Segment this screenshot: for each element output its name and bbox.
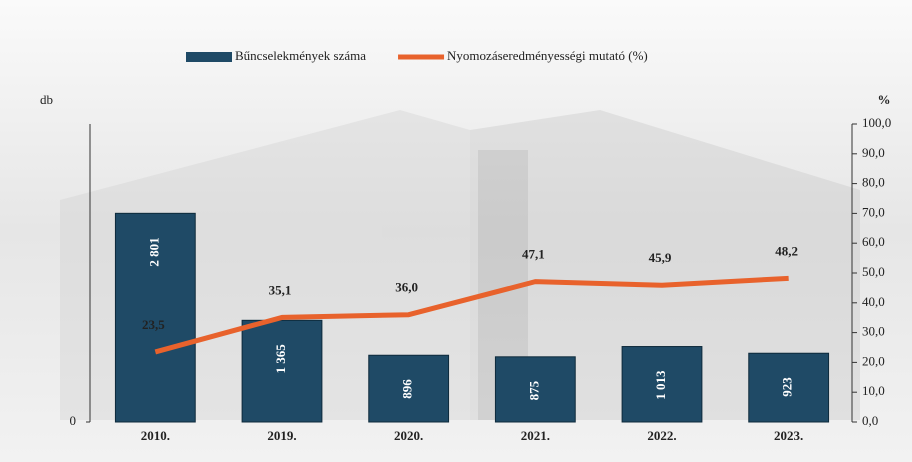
bar [241, 319, 323, 423]
line-value-label: 47,1 [522, 247, 545, 262]
bar-value-label: 923 [780, 377, 795, 397]
y2-tick-label: 0,0 [862, 413, 878, 428]
y2-tick-label: 50,0 [862, 264, 885, 279]
bar-value-label: 875 [526, 380, 541, 400]
y2-tick-label: 80,0 [862, 175, 885, 190]
line-value-label: 35,1 [269, 282, 292, 297]
x-tick-label: 2019. [267, 428, 296, 443]
bar-value-label: 1 365 [273, 344, 288, 374]
x-tick-label: 2020. [394, 428, 423, 443]
legend-label: Bűncselekmények száma [235, 48, 366, 63]
x-tick-label: 2021. [521, 428, 550, 443]
legend-label: Nyomozáseredményességi mutató (%) [447, 48, 648, 63]
line [154, 275, 789, 355]
bar [494, 356, 576, 423]
x-tick-label: 2010. [141, 428, 170, 443]
bar-value-label: 896 [400, 379, 415, 399]
y2-tick-label: 40,0 [862, 294, 885, 309]
legend-swatch [186, 52, 232, 62]
line-value-label: 36,0 [395, 280, 418, 295]
bar [748, 352, 830, 423]
y2-tick-label: 70,0 [862, 204, 885, 219]
x-tick-label: 2023. [774, 428, 803, 443]
y2-tick-label: 100,0 [862, 115, 891, 130]
line-value-label: 23,5 [142, 317, 165, 332]
y2-axis-label: % [878, 92, 891, 107]
bar [621, 346, 703, 423]
y2-tick-label: 60,0 [862, 234, 885, 249]
y2-tick-label: 30,0 [862, 324, 885, 339]
x-tick-label: 2022. [647, 428, 676, 443]
y-tick-label: 0 [70, 413, 77, 428]
y2-tick-label: 10,0 [862, 383, 885, 398]
line-value-label: 45,9 [649, 250, 672, 265]
y2-tick-label: 90,0 [862, 145, 885, 160]
y2-tick-label: 20,0 [862, 353, 885, 368]
bar [368, 354, 450, 423]
bar-value-label: 1 013 [653, 370, 668, 400]
bar-value-label: 2 801 [146, 237, 161, 266]
bar [114, 212, 196, 423]
line-value-label: 48,2 [775, 243, 798, 258]
y-axis-label: db [40, 92, 53, 107]
